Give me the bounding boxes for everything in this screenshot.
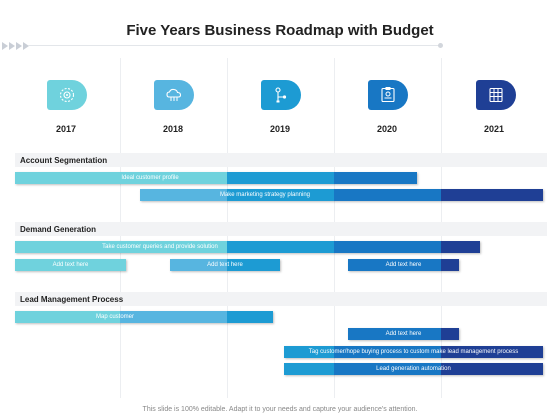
task-bar[interactable]: Ideal customer profile bbox=[15, 172, 417, 184]
bar-segment bbox=[227, 241, 334, 253]
task-label: Make marketing strategy planning bbox=[219, 192, 311, 198]
user-flow-icon bbox=[275, 87, 287, 103]
section-band bbox=[15, 222, 547, 236]
task-label: Add text here bbox=[385, 331, 422, 337]
year-label: 2017 bbox=[55, 124, 77, 134]
year-tile-2017 bbox=[47, 80, 87, 110]
bar-segment bbox=[348, 259, 441, 271]
chevron-right-icon bbox=[23, 42, 29, 50]
bar-segment bbox=[334, 363, 441, 375]
year-tile-2018 bbox=[154, 80, 194, 110]
task-label: Take customer queries and provide soluti… bbox=[102, 244, 218, 250]
task-label: Add text here bbox=[385, 262, 422, 268]
year-tile-2020 bbox=[368, 80, 408, 110]
task-label: Add text here bbox=[207, 262, 243, 268]
task-bar[interactable]: Add text here bbox=[348, 259, 459, 271]
bar-segment bbox=[15, 311, 120, 323]
task-bar[interactable]: Take customer queries and provide soluti… bbox=[15, 241, 480, 253]
bar-segment bbox=[227, 172, 334, 184]
title-divider bbox=[28, 45, 440, 46]
year-tile-2019 bbox=[261, 80, 301, 110]
task-label: Add text here bbox=[52, 262, 89, 268]
bar-segment bbox=[334, 189, 441, 201]
bar-segment bbox=[170, 259, 227, 271]
task-bar[interactable]: Tag customer/hope buying process to cust… bbox=[284, 346, 543, 358]
bar-segment bbox=[334, 346, 441, 358]
year-label: 2018 bbox=[162, 124, 184, 134]
bar-segment bbox=[227, 189, 334, 201]
chevron-right-icon bbox=[9, 42, 15, 50]
data-grid-icon bbox=[489, 87, 503, 103]
chevron-right-icon bbox=[2, 42, 8, 50]
bar-segment bbox=[227, 311, 273, 323]
task-label: Map customer bbox=[95, 314, 134, 320]
bar-segment bbox=[441, 259, 459, 271]
section-label: Demand Generation bbox=[20, 225, 97, 234]
bar-segment bbox=[441, 241, 480, 253]
bar-segment bbox=[334, 172, 417, 184]
task-bar[interactable]: Lead generation automation bbox=[284, 363, 543, 375]
task-label: Ideal customer profile bbox=[121, 175, 179, 181]
task-bar[interactable]: Map customer bbox=[15, 311, 273, 323]
cloud-network-icon bbox=[166, 88, 182, 101]
title-divider-dot bbox=[438, 43, 443, 48]
bar-segment bbox=[348, 328, 441, 340]
section-label: Account Segmentation bbox=[20, 156, 108, 165]
bar-segment bbox=[441, 346, 543, 358]
bar-segment bbox=[15, 259, 126, 271]
bar-segment bbox=[334, 241, 441, 253]
task-bar[interactable]: Add text here bbox=[348, 328, 459, 340]
section-band bbox=[15, 292, 547, 306]
year-label: 2020 bbox=[376, 124, 398, 134]
bar-segment bbox=[441, 189, 543, 201]
process-gear-icon bbox=[59, 87, 75, 103]
year-tile-2021 bbox=[476, 80, 516, 110]
task-bar[interactable]: Add text here bbox=[15, 259, 126, 271]
task-label: Tag customer/hope buying process to cust… bbox=[308, 349, 519, 355]
bar-segment bbox=[120, 311, 227, 323]
bar-segment bbox=[284, 346, 334, 358]
year-label: 2021 bbox=[483, 124, 505, 134]
bar-segment bbox=[227, 259, 280, 271]
report-board-icon bbox=[381, 87, 395, 103]
bar-segment bbox=[284, 363, 334, 375]
bar-segment bbox=[441, 328, 459, 340]
chevron-decoration bbox=[2, 42, 30, 50]
page-title: Five Years Business Roadmap with Budget bbox=[126, 22, 434, 39]
task-bar[interactable]: Add text here bbox=[170, 259, 280, 271]
section-band bbox=[15, 153, 547, 167]
year-label: 2019 bbox=[269, 124, 291, 134]
section-label: Lead Management Process bbox=[20, 295, 124, 304]
chevron-right-icon bbox=[16, 42, 22, 50]
bar-segment bbox=[441, 363, 543, 375]
footer-note: This slide is 100% editable. Adapt it to… bbox=[142, 406, 418, 413]
bar-segment bbox=[15, 172, 227, 184]
task-label: Lead generation automation bbox=[376, 366, 451, 372]
task-bar[interactable]: Make marketing strategy planning bbox=[140, 189, 543, 201]
bar-segment bbox=[15, 241, 227, 253]
bar-segment bbox=[140, 189, 227, 201]
